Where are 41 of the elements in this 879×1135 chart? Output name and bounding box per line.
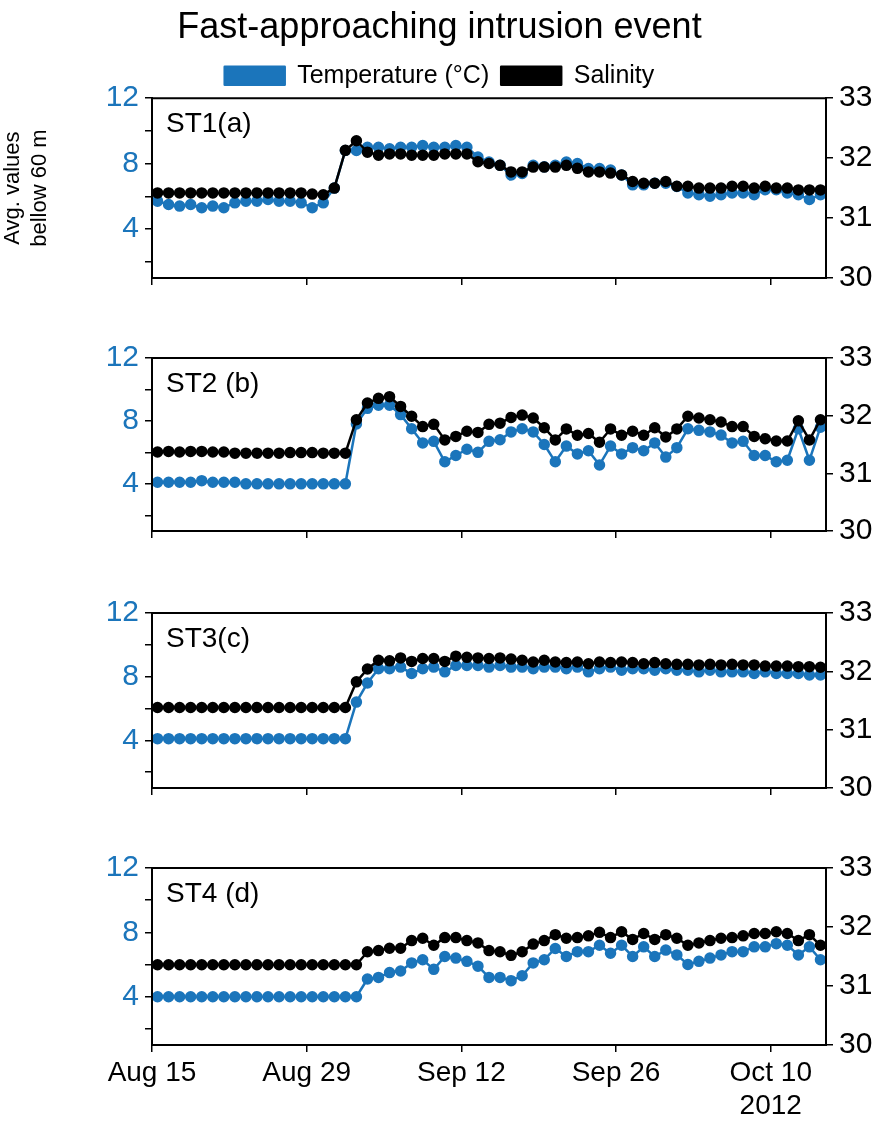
y2-tick-label: 30 bbox=[839, 259, 873, 293]
y2-tick-label: 30 bbox=[839, 769, 873, 803]
x-tick-label: Sep 26 bbox=[571, 1055, 661, 1087]
y-tick-label: 4 bbox=[122, 210, 139, 244]
y-tick-label: 4 bbox=[122, 977, 139, 1011]
annotation: ST4 (d) bbox=[166, 876, 260, 908]
chart-title: Fast-approaching intrusion event bbox=[177, 4, 702, 46]
y-tick-label: 12 bbox=[105, 79, 139, 113]
y2-tick-label: 32 bbox=[839, 652, 873, 686]
annotation: ST3(c) bbox=[166, 621, 250, 653]
annotation: ST2 (b) bbox=[166, 366, 260, 398]
y-tick-label: 8 bbox=[122, 144, 139, 178]
y-tick-label: 12 bbox=[105, 594, 139, 628]
y2-tick-label: 31 bbox=[839, 454, 873, 488]
y2-tick-label: 33 bbox=[839, 79, 873, 113]
y2-tick-label: 31 bbox=[839, 967, 873, 1001]
y-tick-label: 8 bbox=[122, 402, 139, 436]
y-tick-label: 4 bbox=[122, 721, 139, 755]
y2-tick-label: 33 bbox=[839, 339, 873, 373]
y2-tick-label: 32 bbox=[839, 139, 873, 173]
legend-label: Temperature (°C) bbox=[297, 59, 490, 88]
y2-tick-label: 31 bbox=[839, 710, 873, 744]
annotation: ST1(a) bbox=[166, 106, 252, 138]
y-axis-title: Avg. values bellow 60 m bbox=[0, 129, 51, 247]
y2-tick-label: 33 bbox=[839, 594, 873, 628]
y-tick-label: 8 bbox=[122, 913, 139, 947]
x-tick-label: Sep 12 bbox=[417, 1055, 506, 1087]
legend-label: Salinity bbox=[573, 59, 655, 88]
y2-tick-label: 30 bbox=[839, 512, 873, 546]
y-tick-label: 8 bbox=[122, 657, 139, 691]
y-tick-label: 12 bbox=[105, 849, 139, 883]
x-tick-label: Oct 10 2012 bbox=[729, 1055, 812, 1121]
x-tick-label: Aug 29 bbox=[262, 1055, 352, 1087]
y2-tick-label: 32 bbox=[839, 908, 873, 942]
x-tick-label: Aug 15 bbox=[107, 1055, 197, 1087]
y2-tick-label: 30 bbox=[839, 1026, 873, 1060]
y-tick-label: 12 bbox=[105, 339, 139, 373]
y2-tick-label: 32 bbox=[839, 396, 873, 430]
y-tick-label: 4 bbox=[122, 465, 139, 499]
y2-tick-label: 31 bbox=[839, 199, 873, 233]
y2-tick-label: 33 bbox=[839, 849, 873, 883]
